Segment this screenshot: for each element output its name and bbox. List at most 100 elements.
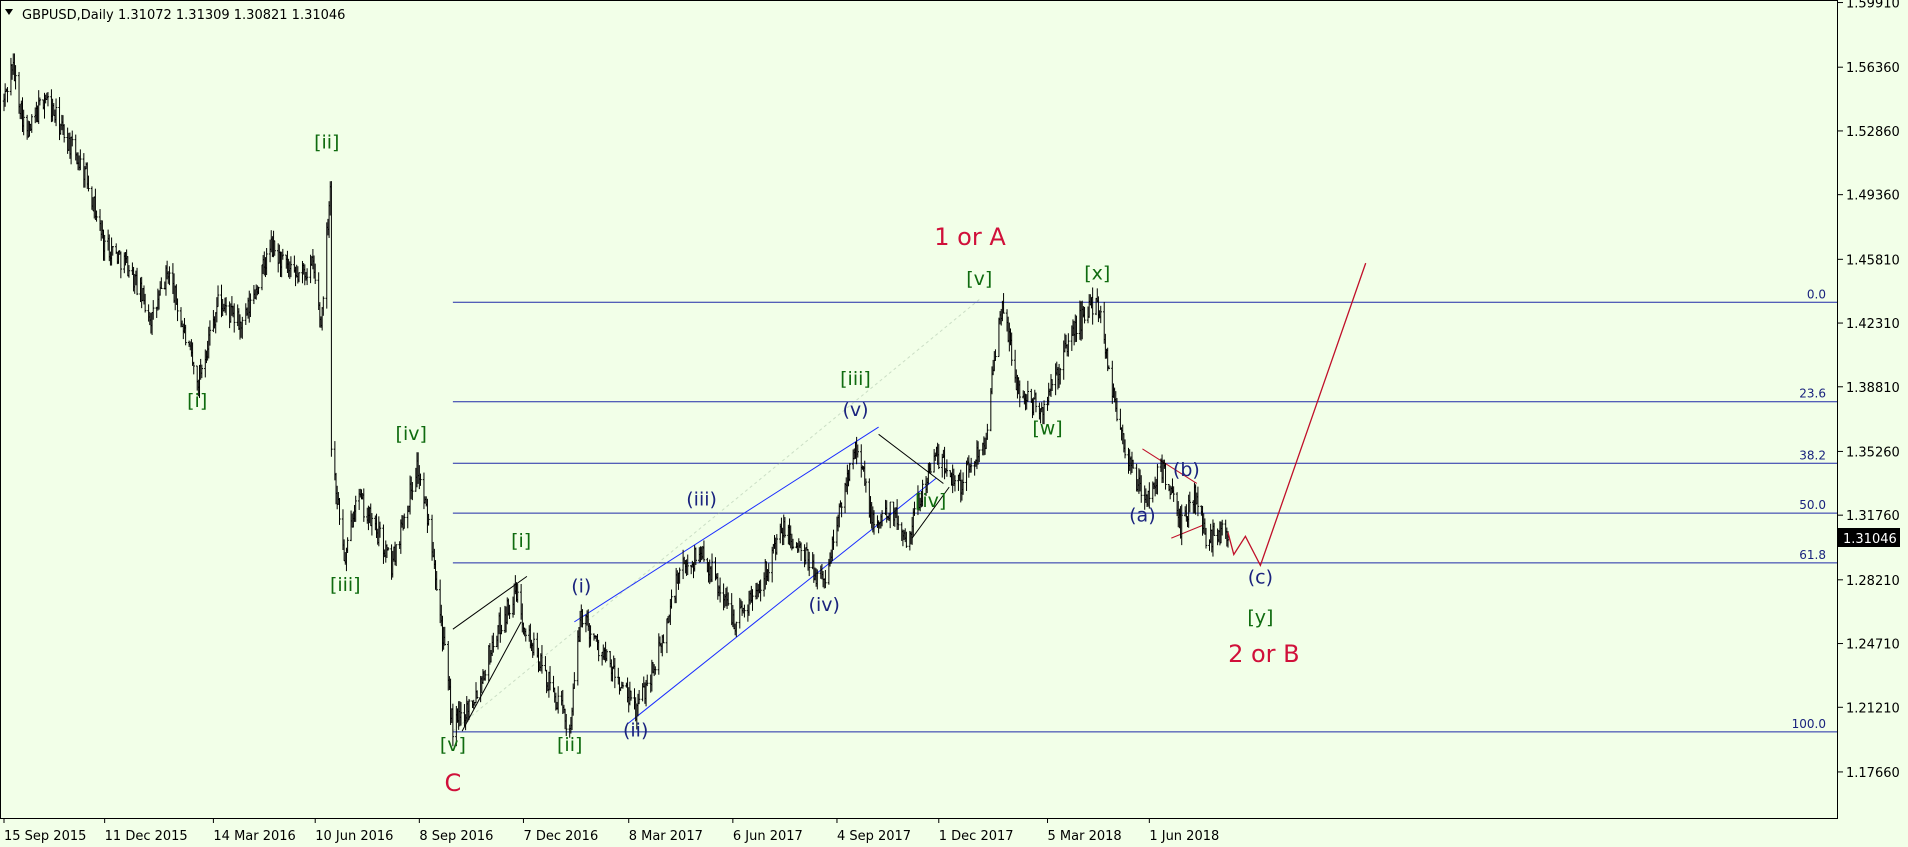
candle <box>1099 305 1102 324</box>
candle <box>386 547 390 551</box>
y-tick-label: 1.56360 <box>1846 61 1900 76</box>
candle <box>727 592 730 606</box>
candle <box>767 563 770 582</box>
candle <box>224 297 228 316</box>
y-tick-label: 1.21210 <box>1846 701 1900 716</box>
candle <box>1010 332 1013 366</box>
x-tick-label: 14 Mar 2016 <box>213 829 295 844</box>
x-tick-label: 11 Dec 2015 <box>105 829 188 844</box>
candle <box>119 251 123 279</box>
candle <box>783 517 787 538</box>
candle <box>848 462 851 482</box>
candle <box>589 625 592 647</box>
candle <box>362 488 365 522</box>
candle <box>710 553 714 582</box>
candle <box>1026 380 1030 402</box>
candle <box>1156 463 1159 495</box>
price-axis[interactable]: 1.59910 1.56360 1.52860 1.49360 1.45810 1.423… <box>1838 0 1900 781</box>
candle <box>1131 459 1135 469</box>
candle <box>913 501 916 516</box>
x-tick-label: 6 Jun 2017 <box>733 829 803 844</box>
candle <box>1180 504 1183 546</box>
candle <box>888 501 892 529</box>
candle <box>751 589 754 611</box>
flag-upper-line[interactable] <box>1142 448 1198 484</box>
wave-label: [w] <box>1032 417 1062 439</box>
candle <box>775 534 779 555</box>
wave-label: [iii] <box>840 368 871 390</box>
candle <box>759 579 762 602</box>
candle <box>330 181 333 457</box>
candle <box>880 510 884 527</box>
wave-label: [v] <box>440 734 466 756</box>
wave-label: 1 or A <box>934 223 1006 251</box>
x-tick-label: 15 Sep 2015 <box>4 829 86 844</box>
candle <box>605 649 608 662</box>
candle <box>1140 475 1143 503</box>
candle <box>273 240 276 256</box>
candle <box>897 515 900 530</box>
candle <box>986 423 989 440</box>
candlesticks <box>2 53 1230 747</box>
x-tick-label: 4 Sep 2017 <box>837 829 911 844</box>
candle <box>961 472 965 495</box>
candle <box>257 286 260 295</box>
fibonacci-levels: 0.0 23.6 38.2 50.0 61.8 100.0 <box>452 287 1838 733</box>
candle <box>1075 315 1078 342</box>
candle <box>662 634 665 644</box>
candle <box>241 316 244 339</box>
time-axis[interactable]: 15 Sep 2015 11 Dec 2015 14 Mar 2016 10 Jun … <box>3 818 1219 844</box>
wedge-lower-line[interactable] <box>461 621 522 732</box>
candle <box>249 293 252 318</box>
channel-upper-line[interactable] <box>574 426 879 623</box>
candle <box>62 124 66 143</box>
wave-label: [ii] <box>557 734 582 756</box>
candle <box>994 349 997 361</box>
candle <box>281 248 285 260</box>
candle <box>95 210 98 222</box>
candle <box>492 632 495 653</box>
channel-lower-line[interactable] <box>627 477 937 725</box>
candle <box>743 604 746 618</box>
triangle-upper-line[interactable] <box>878 433 944 484</box>
wave-label: (b) <box>1173 459 1200 481</box>
flag-lower-line[interactable] <box>1171 524 1203 539</box>
trend-lines <box>452 299 1203 732</box>
candle <box>403 513 406 529</box>
fib-label: 50.0 <box>1799 498 1826 512</box>
candle <box>79 149 82 171</box>
x-tick-label: 1 Jun 2018 <box>1149 829 1219 844</box>
fib-label: 61.8 <box>1799 548 1826 562</box>
candle <box>135 267 139 296</box>
candle <box>168 266 171 286</box>
projection-line[interactable] <box>1227 262 1367 568</box>
candle <box>597 639 600 662</box>
candle <box>1107 365 1111 370</box>
candle <box>921 479 924 507</box>
candle <box>265 248 268 276</box>
candle <box>872 510 876 535</box>
candle <box>556 686 560 714</box>
candle <box>338 497 341 525</box>
y-tick-label: 1.35260 <box>1846 445 1900 460</box>
y-tick-label: 1.31760 <box>1846 509 1900 524</box>
candle <box>184 324 187 346</box>
x-tick-label: 8 Mar 2017 <box>629 829 703 844</box>
candle <box>540 645 544 674</box>
wave-label: (ii) <box>623 720 648 742</box>
candle <box>103 234 106 261</box>
candle <box>443 626 446 646</box>
candle <box>22 109 25 136</box>
x-tick-label: 1 Dec 2017 <box>939 829 1014 844</box>
wave-label: [ii] <box>314 131 339 153</box>
triangle-lower-line[interactable] <box>911 486 950 539</box>
candle <box>808 551 811 577</box>
triangle-down-icon[interactable] <box>5 9 13 15</box>
y-tick-label: 1.24710 <box>1846 638 1900 653</box>
candle <box>565 713 568 737</box>
y-tick-label: 1.45810 <box>1846 253 1900 268</box>
candle <box>969 457 973 473</box>
candle <box>14 65 17 90</box>
wave-label: [y] <box>1247 607 1273 629</box>
